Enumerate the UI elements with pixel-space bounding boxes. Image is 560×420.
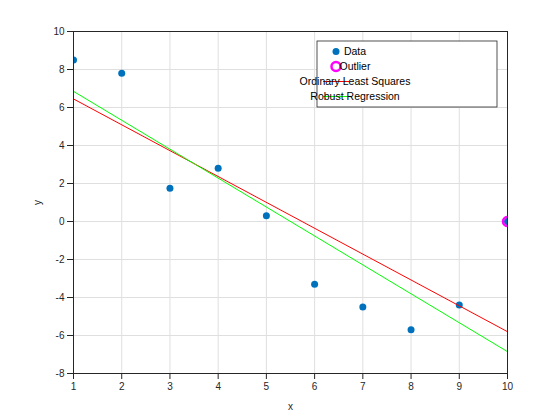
svg-text:10: 10 xyxy=(502,381,514,392)
svg-text:6: 6 xyxy=(59,102,65,113)
svg-text:x: x xyxy=(288,401,293,412)
svg-text:Data: Data xyxy=(344,45,366,57)
svg-text:3: 3 xyxy=(167,381,173,392)
svg-text:8: 8 xyxy=(408,381,414,392)
svg-text:-6: -6 xyxy=(56,330,65,341)
svg-text:-8: -8 xyxy=(56,368,65,379)
svg-text:2: 2 xyxy=(119,381,125,392)
svg-text:6: 6 xyxy=(312,381,318,392)
svg-text:-2: -2 xyxy=(56,254,65,265)
svg-text:Outlier: Outlier xyxy=(340,60,371,72)
svg-text:8: 8 xyxy=(59,64,65,75)
svg-text:1: 1 xyxy=(71,381,77,392)
svg-text:0: 0 xyxy=(59,216,65,227)
svg-text:5: 5 xyxy=(264,381,270,392)
svg-text:10: 10 xyxy=(53,26,65,37)
svg-text:2: 2 xyxy=(59,178,65,189)
svg-text:4: 4 xyxy=(215,381,221,392)
svg-text:Ordinary Least Squares: Ordinary Least Squares xyxy=(300,75,411,87)
svg-text:Robust Regression: Robust Regression xyxy=(310,90,399,102)
svg-text:4: 4 xyxy=(59,140,65,151)
svg-text:-4: -4 xyxy=(56,292,65,303)
svg-text:y: y xyxy=(32,200,43,205)
svg-text:7: 7 xyxy=(360,381,366,392)
svg-text:9: 9 xyxy=(456,381,462,392)
